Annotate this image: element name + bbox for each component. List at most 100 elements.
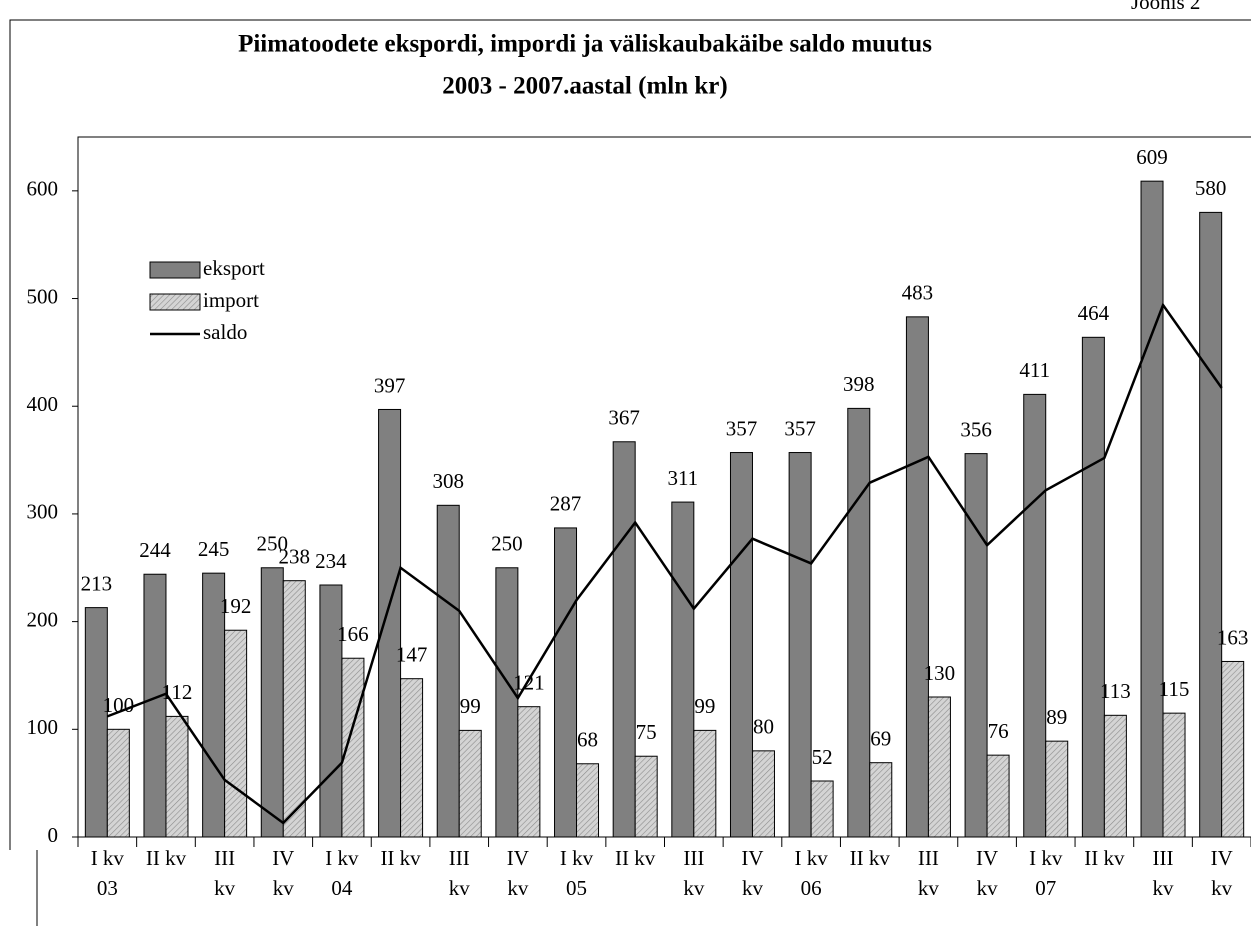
- value-label: 112: [162, 680, 193, 704]
- value-label: 113: [1100, 679, 1131, 703]
- x-tick-label: III: [214, 846, 235, 870]
- x-tick-label: II kv: [850, 846, 891, 870]
- bar: [927, 696, 951, 838]
- bar: [986, 754, 1010, 838]
- value-label: 213: [81, 571, 113, 595]
- x-tick-label: kv: [1211, 876, 1233, 900]
- bar: [1140, 180, 1164, 838]
- bar: [341, 657, 365, 838]
- x-tick-label: III: [918, 846, 939, 870]
- bar: [847, 407, 871, 838]
- chart-title: Piimatoodete ekspordi, impordi ja välisk…: [238, 31, 932, 58]
- value-label: 163: [1217, 625, 1249, 649]
- y-tick-label: 500: [27, 284, 59, 308]
- x-tick-label: III: [683, 846, 704, 870]
- x-tick-label: III: [1153, 846, 1174, 870]
- x-tick-label: IV: [507, 846, 529, 870]
- x-tick-label: I kv: [91, 846, 125, 870]
- value-label: 147: [396, 643, 428, 667]
- value-label: 244: [139, 538, 171, 562]
- value-label: 245: [198, 537, 230, 561]
- value-label: 238: [279, 545, 311, 569]
- y-tick-label: 0: [48, 823, 59, 847]
- bar: [1162, 712, 1186, 838]
- x-tick-label: 04: [331, 876, 353, 900]
- x-tick-label: IV: [272, 846, 294, 870]
- x-tick-label: 05: [566, 876, 587, 900]
- figure-label: Joonis 2: [1131, 0, 1200, 14]
- x-tick-label: IV: [976, 846, 998, 870]
- x-tick-label: II kv: [615, 846, 656, 870]
- bar: [165, 715, 189, 838]
- bar: [436, 504, 460, 838]
- x-tick-label: III: [449, 846, 470, 870]
- chart-frame: [9, 19, 1251, 850]
- plot-frame: [77, 136, 1251, 837]
- value-label: 464: [1078, 301, 1110, 325]
- x-tick-label: II kv: [1084, 846, 1125, 870]
- y-tick-label: 600: [27, 177, 59, 201]
- bar: [576, 763, 600, 838]
- value-label: 115: [1159, 677, 1190, 701]
- value-label: 192: [220, 594, 252, 618]
- bar: [143, 573, 167, 838]
- bar: [260, 567, 284, 838]
- value-label: 52: [812, 745, 833, 769]
- value-label: 250: [491, 532, 523, 556]
- value-label: 580: [1195, 176, 1227, 200]
- value-label: 99: [460, 694, 481, 718]
- bar: [554, 527, 578, 838]
- x-tick-label: kv: [507, 876, 529, 900]
- x-tick-label: kv: [683, 876, 705, 900]
- bar: [106, 728, 130, 838]
- x-tick-label: kv: [918, 876, 940, 900]
- x-tick-label: 06: [801, 876, 822, 900]
- x-tick-label: I kv: [1029, 846, 1063, 870]
- bar: [634, 755, 658, 838]
- value-label: 130: [924, 661, 956, 685]
- value-label: 357: [726, 416, 758, 440]
- bar: [1221, 660, 1245, 838]
- value-label: 411: [1019, 358, 1050, 382]
- x-tick-label: kv: [214, 876, 236, 900]
- bar: [517, 706, 541, 838]
- value-label: 99: [694, 694, 715, 718]
- chart-title: 2003 - 2007.aastal (mln kr): [442, 73, 727, 100]
- x-tick-label: I kv: [325, 846, 359, 870]
- bar: [964, 453, 988, 838]
- value-label: 121: [513, 671, 545, 695]
- x-tick-label: I kv: [795, 846, 829, 870]
- x-tick-label: IV: [741, 846, 763, 870]
- line: [106, 302, 1223, 825]
- legend-label: import: [203, 288, 259, 312]
- value-label: 287: [550, 492, 582, 516]
- bar: [905, 316, 929, 838]
- bar: [378, 408, 402, 838]
- value-label: 69: [870, 727, 891, 751]
- bar: [1103, 714, 1127, 838]
- value-label: 311: [667, 466, 698, 490]
- bar: [282, 580, 306, 838]
- value-label: 609: [1136, 145, 1168, 169]
- value-label: 357: [784, 416, 816, 440]
- value-label: 356: [960, 417, 992, 441]
- value-label: 398: [843, 372, 875, 396]
- bar: [84, 607, 108, 838]
- value-label: 308: [432, 469, 464, 493]
- x-tick-label: II kv: [146, 846, 187, 870]
- x-tick-label: kv: [449, 876, 471, 900]
- bar: [495, 567, 519, 838]
- value-label: 483: [902, 281, 934, 305]
- bar: [751, 750, 775, 838]
- value-label: 76: [988, 719, 1009, 743]
- bar: [729, 452, 753, 838]
- value-label: 234: [315, 549, 347, 573]
- y-tick-label: 100: [27, 715, 59, 739]
- bar: [810, 780, 834, 838]
- bar: [1199, 211, 1223, 838]
- legend-swatch: [149, 293, 201, 311]
- x-tick-label: II kv: [380, 846, 421, 870]
- value-label: 100: [103, 693, 135, 717]
- bar: [1081, 336, 1105, 838]
